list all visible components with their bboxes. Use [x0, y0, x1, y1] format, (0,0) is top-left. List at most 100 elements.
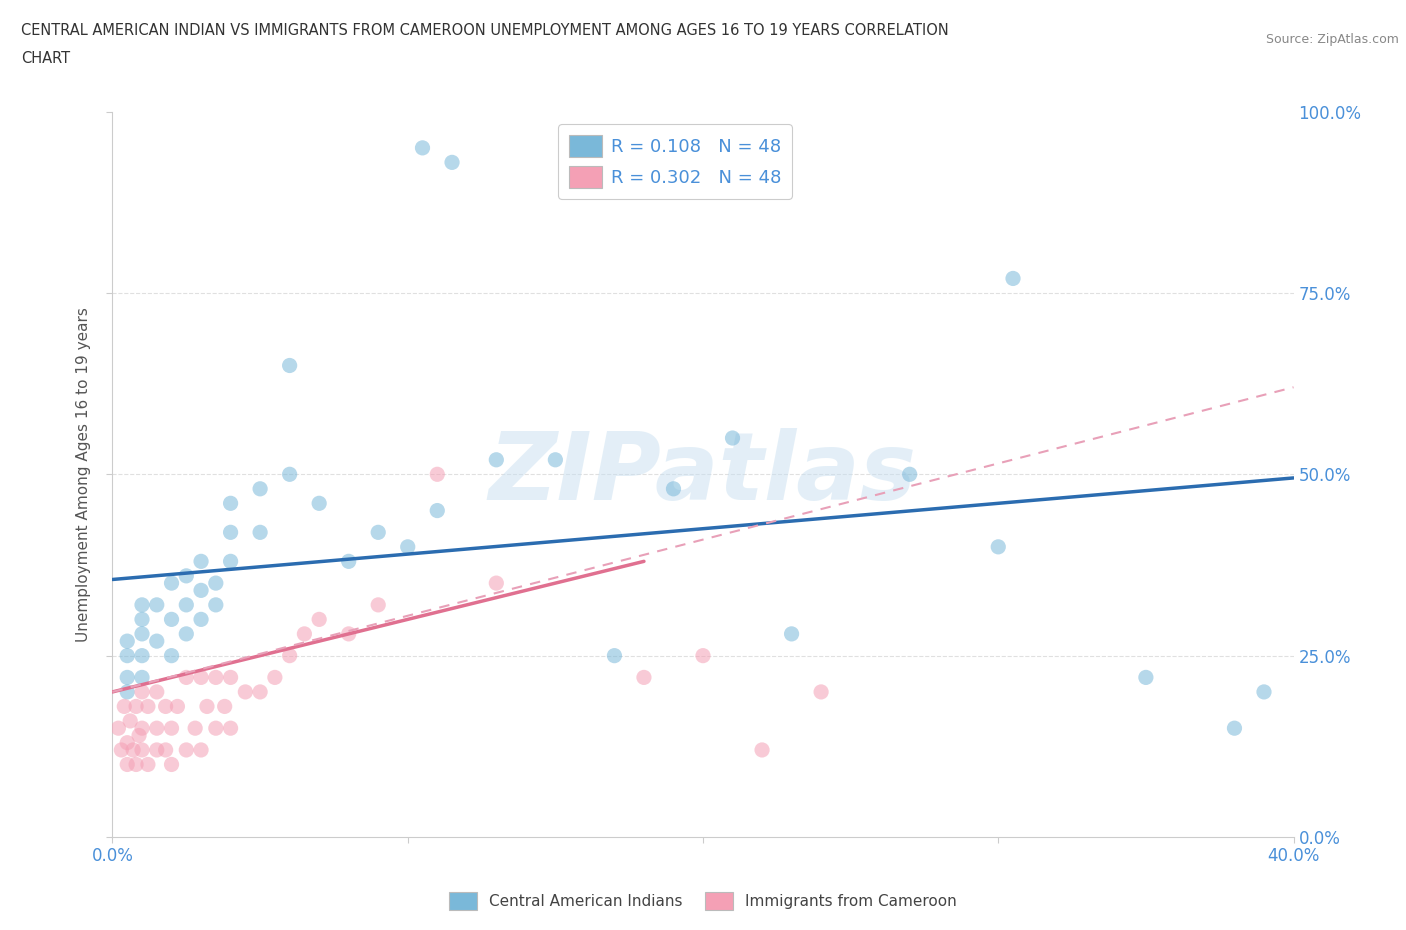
Point	[174, 597, 197, 612]
Point	[214, 699, 236, 714]
Point	[1135, 670, 1157, 684]
Point	[184, 721, 207, 736]
Point	[692, 648, 714, 663]
Point	[160, 576, 183, 591]
Point	[131, 684, 153, 699]
Point	[190, 670, 212, 684]
Point	[112, 699, 135, 714]
Point	[308, 496, 330, 511]
Point	[190, 554, 212, 569]
Point	[426, 503, 449, 518]
Point	[190, 742, 212, 757]
Point	[110, 742, 132, 757]
Point	[125, 699, 148, 714]
Point	[174, 568, 197, 583]
Point	[810, 684, 832, 699]
Point	[485, 576, 508, 591]
Point	[219, 496, 242, 511]
Point	[1223, 721, 1246, 736]
Point	[1001, 271, 1024, 286]
Point	[131, 612, 153, 627]
Point	[337, 627, 360, 642]
Point	[146, 742, 169, 757]
Point	[544, 452, 567, 467]
Point	[337, 554, 360, 569]
Point	[219, 554, 242, 569]
Point	[155, 699, 177, 714]
Point	[155, 742, 177, 757]
Legend: Central American Indians, Immigrants from Cameroon: Central American Indians, Immigrants fro…	[443, 885, 963, 916]
Point	[1253, 684, 1275, 699]
Point	[396, 539, 419, 554]
Point	[146, 597, 169, 612]
Point	[219, 721, 242, 736]
Point	[662, 482, 685, 497]
Point	[117, 633, 138, 648]
Point	[136, 699, 159, 714]
Point	[128, 728, 150, 743]
Point	[190, 583, 212, 598]
Point	[278, 467, 301, 482]
Point	[117, 648, 138, 663]
Point	[160, 612, 183, 627]
Point	[117, 670, 138, 684]
Point	[205, 670, 228, 684]
Point	[131, 627, 153, 642]
Point	[308, 612, 330, 627]
Point	[174, 670, 197, 684]
Point	[264, 670, 287, 684]
Point	[160, 757, 183, 772]
Point	[125, 757, 148, 772]
Point	[131, 670, 153, 684]
Point	[131, 742, 153, 757]
Point	[278, 358, 301, 373]
Point	[278, 648, 301, 663]
Text: CHART: CHART	[21, 51, 70, 66]
Point	[898, 467, 921, 482]
Point	[205, 576, 228, 591]
Point	[367, 525, 389, 539]
Point	[411, 140, 433, 155]
Point	[131, 721, 153, 736]
Point	[146, 633, 169, 648]
Point	[117, 757, 138, 772]
Point	[233, 684, 256, 699]
Point	[195, 699, 218, 714]
Point	[205, 597, 228, 612]
Point	[441, 155, 464, 170]
Point	[633, 670, 655, 684]
Point	[190, 612, 212, 627]
Point	[174, 627, 197, 642]
Point	[249, 525, 271, 539]
Point	[249, 684, 271, 699]
Point	[120, 713, 142, 728]
Point	[219, 525, 242, 539]
Y-axis label: Unemployment Among Ages 16 to 19 years: Unemployment Among Ages 16 to 19 years	[76, 307, 91, 642]
Point	[160, 721, 183, 736]
Point	[131, 648, 153, 663]
Point	[485, 452, 508, 467]
Point	[136, 757, 159, 772]
Point	[751, 742, 773, 757]
Point	[987, 539, 1010, 554]
Text: ZIPatlas: ZIPatlas	[489, 429, 917, 520]
Text: Source: ZipAtlas.com: Source: ZipAtlas.com	[1265, 33, 1399, 46]
Point	[146, 721, 169, 736]
Point	[160, 648, 183, 663]
Point	[603, 648, 626, 663]
Text: CENTRAL AMERICAN INDIAN VS IMMIGRANTS FROM CAMEROON UNEMPLOYMENT AMONG AGES 16 T: CENTRAL AMERICAN INDIAN VS IMMIGRANTS FR…	[21, 23, 949, 38]
Point	[219, 670, 242, 684]
Point	[166, 699, 188, 714]
Point	[117, 736, 138, 751]
Point	[249, 482, 271, 497]
Point	[205, 721, 228, 736]
Point	[146, 684, 169, 699]
Point	[131, 597, 153, 612]
Point	[367, 597, 389, 612]
Point	[292, 627, 315, 642]
Point	[107, 721, 129, 736]
Point	[122, 742, 145, 757]
Point	[780, 627, 803, 642]
Point	[117, 684, 138, 699]
Point	[174, 742, 197, 757]
